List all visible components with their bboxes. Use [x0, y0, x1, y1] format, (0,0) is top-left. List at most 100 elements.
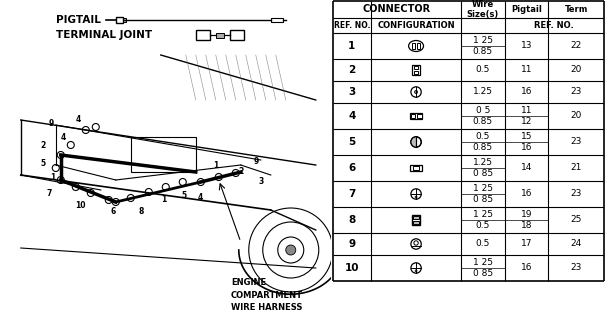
Circle shape: [87, 189, 94, 196]
Text: 1 25: 1 25: [473, 36, 492, 45]
Circle shape: [414, 90, 417, 93]
Circle shape: [278, 237, 304, 263]
Text: 24: 24: [571, 239, 582, 249]
Text: 19: 19: [521, 210, 532, 219]
Bar: [412, 43, 416, 49]
Text: Wire
Size(s): Wire Size(s): [466, 0, 499, 19]
Text: 0.85: 0.85: [473, 143, 492, 152]
Text: 22: 22: [571, 42, 582, 51]
Circle shape: [145, 188, 152, 196]
Text: 5: 5: [40, 158, 45, 167]
Text: 21: 21: [571, 164, 582, 172]
Text: 6: 6: [110, 207, 116, 217]
Circle shape: [215, 173, 222, 180]
Text: 1 25: 1 25: [473, 184, 492, 193]
Text: 16: 16: [521, 263, 532, 273]
Text: 0.5: 0.5: [476, 221, 490, 230]
Text: 10: 10: [76, 202, 86, 211]
Text: 1: 1: [213, 161, 218, 170]
Bar: [412, 215, 420, 225]
Text: 1: 1: [348, 41, 356, 51]
Text: 25: 25: [571, 215, 582, 225]
Text: REF. NO.: REF. NO.: [534, 21, 574, 30]
Bar: [410, 113, 422, 119]
Bar: [412, 65, 420, 75]
Text: 0.5: 0.5: [476, 66, 490, 75]
Text: 2: 2: [40, 140, 45, 149]
Text: 3: 3: [348, 87, 356, 97]
Circle shape: [127, 195, 134, 202]
Circle shape: [82, 126, 90, 133]
Text: 13: 13: [521, 42, 532, 51]
Text: 1: 1: [161, 196, 166, 204]
Circle shape: [415, 196, 417, 198]
Circle shape: [113, 198, 119, 205]
Text: 15: 15: [521, 132, 532, 141]
Circle shape: [197, 179, 204, 186]
Text: 2: 2: [348, 65, 356, 75]
Bar: [196, 30, 210, 40]
Circle shape: [411, 189, 421, 199]
Text: 5: 5: [348, 137, 356, 147]
Text: 1 25: 1 25: [473, 210, 492, 219]
Circle shape: [411, 263, 421, 273]
Circle shape: [232, 170, 239, 177]
Text: Term: Term: [564, 5, 588, 14]
Bar: [413, 216, 419, 220]
Text: 0.85: 0.85: [473, 117, 492, 126]
Circle shape: [52, 164, 59, 172]
Text: CONFIGURATION: CONFIGURATION: [378, 21, 455, 30]
Text: 0 85: 0 85: [473, 269, 492, 278]
Circle shape: [411, 239, 421, 249]
Text: 4: 4: [348, 111, 356, 121]
Text: 9: 9: [253, 157, 258, 166]
Text: 0.85: 0.85: [473, 47, 492, 56]
Text: REF. NO.: REF. NO.: [334, 21, 370, 30]
Text: 10: 10: [345, 263, 359, 273]
Circle shape: [93, 124, 99, 131]
Text: 7: 7: [348, 189, 356, 199]
Text: 0.5: 0.5: [476, 132, 490, 141]
Text: CONNECTOR: CONNECTOR: [362, 4, 431, 14]
Text: 4: 4: [61, 132, 67, 141]
Bar: [123, 20, 126, 22]
Bar: [417, 43, 420, 49]
Bar: [271, 18, 283, 22]
Text: 23: 23: [571, 189, 582, 198]
Text: 8: 8: [138, 207, 143, 217]
Text: 5: 5: [182, 191, 186, 201]
Text: 1: 1: [50, 172, 56, 181]
Text: 18: 18: [521, 221, 532, 230]
Text: 23: 23: [571, 138, 582, 147]
Circle shape: [415, 270, 417, 272]
Circle shape: [249, 208, 333, 292]
Text: 0 5: 0 5: [476, 106, 490, 115]
Wedge shape: [411, 137, 416, 147]
Circle shape: [162, 183, 169, 190]
Text: 1.25: 1.25: [473, 158, 492, 167]
Bar: [123, 18, 126, 20]
Text: 16: 16: [521, 87, 532, 97]
Text: Pigtail: Pigtail: [511, 5, 542, 14]
Text: PIGTAIL: PIGTAIL: [56, 15, 100, 25]
Text: 17: 17: [521, 239, 532, 249]
Text: 16: 16: [521, 189, 532, 198]
Circle shape: [411, 87, 421, 97]
Text: 1.25: 1.25: [473, 87, 492, 97]
Text: 6: 6: [348, 163, 356, 173]
Text: 23: 23: [571, 263, 582, 273]
Text: 2: 2: [238, 167, 243, 177]
Text: 23: 23: [571, 87, 582, 97]
Circle shape: [67, 141, 74, 148]
Text: 16: 16: [521, 143, 532, 152]
Circle shape: [411, 137, 421, 147]
Circle shape: [286, 245, 296, 255]
Circle shape: [263, 222, 319, 278]
Circle shape: [57, 177, 64, 183]
Circle shape: [72, 183, 79, 190]
Text: 12: 12: [521, 117, 532, 126]
Text: 9: 9: [48, 118, 53, 127]
Text: 1 25: 1 25: [473, 258, 492, 267]
Bar: [414, 71, 419, 74]
Text: 0 85: 0 85: [473, 169, 492, 178]
